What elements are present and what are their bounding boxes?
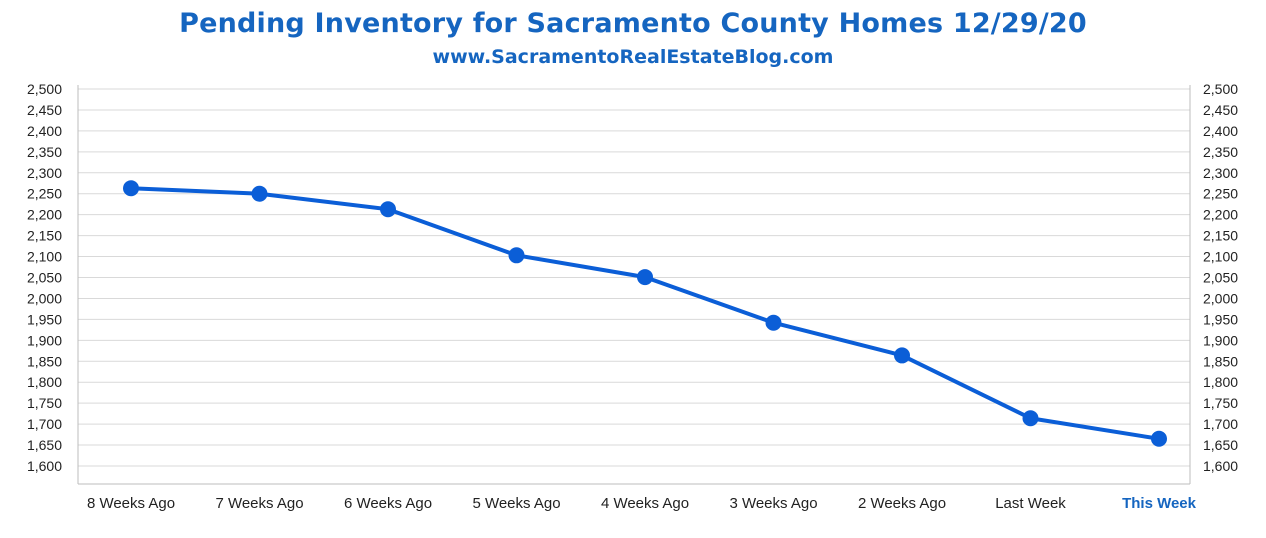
y-tick-label-left: 2,150 xyxy=(27,228,62,244)
y-tick-label-right: 2,250 xyxy=(1203,186,1238,202)
x-tick-label: 4 Weeks Ago xyxy=(601,495,689,512)
y-tick-label-right: 2,500 xyxy=(1203,81,1238,97)
data-point xyxy=(637,269,653,286)
y-tick-label-right: 1,700 xyxy=(1203,416,1238,432)
data-point xyxy=(251,185,268,202)
y-tick-label-left: 1,950 xyxy=(27,311,62,327)
data-point xyxy=(1151,430,1167,447)
y-tick-label-left: 1,700 xyxy=(27,416,62,432)
x-tick-label: 7 Weeks Ago xyxy=(215,495,303,512)
x-tick-label: 5 Weeks Ago xyxy=(472,495,560,512)
y-tick-label-right: 1,900 xyxy=(1203,332,1238,348)
y-tick-label-left: 1,650 xyxy=(27,437,62,453)
y-tick-label-left: 2,050 xyxy=(27,270,62,286)
y-tick-label-right: 2,150 xyxy=(1203,228,1238,244)
y-tick-label-right: 1,650 xyxy=(1203,437,1238,453)
data-point xyxy=(380,201,396,218)
y-tick-label-right: 2,050 xyxy=(1203,270,1238,286)
y-tick-label-left: 2,100 xyxy=(27,249,62,265)
y-tick-label-right: 1,850 xyxy=(1203,353,1238,369)
y-tick-label-right: 2,350 xyxy=(1203,144,1238,160)
data-point xyxy=(765,314,782,331)
y-tick-label-left: 1,900 xyxy=(27,332,62,348)
data-point xyxy=(894,347,910,364)
y-tick-label-left: 2,200 xyxy=(27,207,62,223)
x-tick-label: 2 Weeks Ago xyxy=(858,495,946,512)
y-tick-label-right: 1,950 xyxy=(1203,311,1238,327)
data-point xyxy=(123,180,139,197)
y-tick-label-left: 2,350 xyxy=(27,144,62,160)
x-tick-label: This Week xyxy=(1122,495,1197,512)
y-tick-label-right: 1,600 xyxy=(1203,458,1238,474)
y-tick-label-right: 2,300 xyxy=(1203,165,1238,181)
y-tick-label-left: 2,000 xyxy=(27,290,62,306)
y-tick-label-left: 1,850 xyxy=(27,353,62,369)
y-tick-label-right: 1,750 xyxy=(1203,395,1238,411)
x-tick-label: 6 Weeks Ago xyxy=(344,495,432,512)
y-tick-label-left: 2,500 xyxy=(27,81,62,97)
y-tick-label-left: 2,300 xyxy=(27,165,62,181)
y-tick-label-right: 2,200 xyxy=(1203,207,1238,223)
y-tick-label-right: 2,400 xyxy=(1203,123,1238,139)
y-tick-label-left: 1,800 xyxy=(27,374,62,390)
y-tick-label-right: 2,100 xyxy=(1203,249,1238,265)
y-tick-label-left: 2,400 xyxy=(27,123,62,139)
chart-title: Pending Inventory for Sacramento County … xyxy=(179,8,1087,39)
y-tick-label-left: 1,600 xyxy=(27,458,62,474)
series-line xyxy=(129,186,1161,441)
data-point xyxy=(1022,410,1039,427)
x-tick-label: Last Week xyxy=(995,495,1066,512)
x-tick-label: 8 Weeks Ago xyxy=(87,495,175,512)
data-point xyxy=(508,247,525,264)
y-tick-label-left: 1,750 xyxy=(27,395,62,411)
y-tick-label-right: 1,800 xyxy=(1203,374,1238,390)
chart-subtitle: www.SacramentoRealEstateBlog.com xyxy=(432,46,834,68)
y-tick-label-right: 2,450 xyxy=(1203,102,1238,118)
x-tick-label: 3 Weeks Ago xyxy=(729,495,817,512)
y-tick-label-left: 2,450 xyxy=(27,102,62,118)
y-tick-label-right: 2,000 xyxy=(1203,290,1238,306)
y-tick-label-left: 2,250 xyxy=(27,186,62,202)
